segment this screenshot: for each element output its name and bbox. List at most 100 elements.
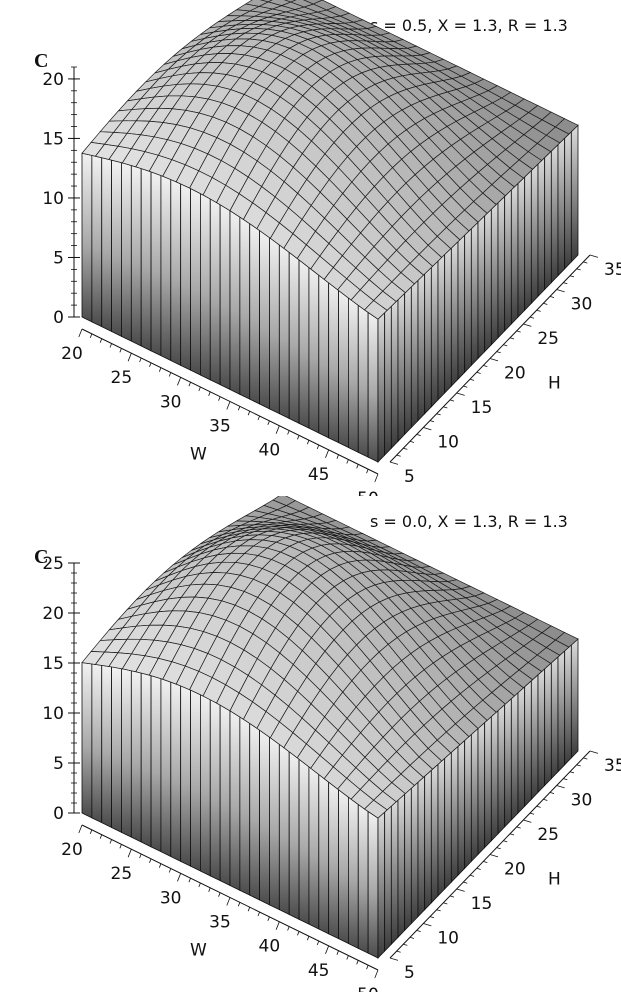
surface-plot-bottom-svg: 0 5 10 15 20 25 20 25 30 35 40 45 50 W 5 10 15 20 25 30 35 H xyxy=(42,496,621,992)
side-strip xyxy=(111,159,122,337)
z-tick-label: 5 xyxy=(53,248,64,268)
h-tick-mark xyxy=(556,785,565,789)
side-strip xyxy=(318,773,330,935)
h-tick-label: 10 xyxy=(437,929,459,949)
w-tick-mark xyxy=(257,415,260,421)
h-tick-mark xyxy=(583,261,588,264)
surface-patch xyxy=(363,799,388,819)
z-tick-label: 10 xyxy=(42,189,64,209)
w-tick-mark xyxy=(99,834,103,839)
side-strip xyxy=(404,285,412,436)
h-tick-mark xyxy=(456,392,465,396)
side-strip xyxy=(424,266,432,415)
side-strip xyxy=(564,644,572,766)
side-strip xyxy=(91,663,103,824)
w-tick-label: 45 xyxy=(308,465,330,485)
h-tick-mark xyxy=(523,323,532,327)
side-strip xyxy=(180,685,191,867)
h-tick-mark xyxy=(449,399,455,402)
h-tick-mark xyxy=(503,840,508,843)
h-tick-mark xyxy=(456,888,465,892)
w-tick-mark xyxy=(168,868,172,873)
w-tick-mark xyxy=(297,435,300,440)
side-strip xyxy=(497,703,506,835)
side-strip xyxy=(81,152,93,323)
w-tick-mark xyxy=(346,955,349,960)
w-tick-mark xyxy=(139,357,142,363)
side-strip xyxy=(239,216,251,400)
side-strip xyxy=(357,304,369,458)
h-tick-mark xyxy=(469,874,475,877)
h-tick-mark xyxy=(409,440,415,443)
h-tick-label: 25 xyxy=(537,329,559,349)
h-tick-mark xyxy=(403,447,408,450)
w-tick-mark xyxy=(78,824,83,834)
w-tick-mark xyxy=(149,362,152,367)
side-strip xyxy=(530,673,539,801)
w-tick-label: 25 xyxy=(111,864,133,884)
h-tick-mark xyxy=(523,819,532,823)
side-strip xyxy=(101,157,112,333)
side-strip xyxy=(510,182,519,325)
w-tick-mark xyxy=(247,411,251,416)
w-tick-label: 45 xyxy=(308,961,330,981)
side-strip xyxy=(328,282,339,444)
side-strip xyxy=(470,221,479,367)
h-tick-mark xyxy=(516,826,521,829)
surface-plot-top: s = 0.5, X = 1.3, R = 1.3 C 0 5 10 15 20 20 25… xyxy=(34,0,621,496)
w-tick-mark xyxy=(346,459,349,464)
h-tick-mark xyxy=(403,943,408,946)
w-tick-mark xyxy=(275,425,280,434)
side-strip xyxy=(229,710,241,891)
z-tick-label: 20 xyxy=(42,604,64,624)
z-tick-label: 0 xyxy=(53,308,64,328)
h-tick-mark xyxy=(389,461,399,465)
side-strip xyxy=(278,743,290,916)
side-strip xyxy=(477,721,486,856)
side-strip xyxy=(437,253,446,401)
w-tick-mark xyxy=(158,863,162,868)
side-strip xyxy=(564,130,572,270)
h-axis-title: H xyxy=(548,870,561,890)
w-tick-mark xyxy=(306,440,310,445)
h-tick-label: 20 xyxy=(504,860,526,880)
w-tick-label: 25 xyxy=(111,368,133,388)
side-strip xyxy=(209,198,221,386)
w-tick-mark xyxy=(374,969,379,979)
side-strip xyxy=(121,162,132,342)
h-tick-mark xyxy=(563,778,568,781)
w-tick-mark xyxy=(316,940,320,946)
side-strip xyxy=(367,311,379,463)
w-tick-mark xyxy=(198,882,201,888)
h-tick-label: 30 xyxy=(571,295,593,315)
h-tick-mark xyxy=(549,296,555,298)
h-tick-label: 35 xyxy=(604,756,621,776)
h-tick-mark xyxy=(489,358,499,362)
w-tick-mark xyxy=(208,887,211,892)
side-strip xyxy=(219,203,231,391)
w-tick-mark xyxy=(356,464,359,469)
side-strip xyxy=(437,757,446,897)
side-strip xyxy=(298,758,310,925)
h-tick-mark xyxy=(476,867,481,870)
h-tick-mark xyxy=(483,861,488,863)
side-strip xyxy=(444,247,452,394)
h-tick-mark xyxy=(509,833,515,836)
h-tick-label: 25 xyxy=(537,825,559,845)
side-strip xyxy=(259,729,270,906)
side-strip xyxy=(111,666,122,833)
z-tick-label: 25 xyxy=(42,554,64,574)
h-tick-mark xyxy=(549,792,555,794)
side-strip xyxy=(457,739,466,877)
side-strip xyxy=(347,297,359,453)
side-strip xyxy=(288,251,300,424)
w-tick-label: 20 xyxy=(61,840,83,860)
side-strip xyxy=(517,176,526,319)
w-tick-mark xyxy=(99,338,103,343)
w-tick-mark xyxy=(198,386,201,392)
w-tick-mark xyxy=(356,960,359,965)
w-tick-mark xyxy=(188,878,191,883)
w-tick-mark xyxy=(366,965,369,970)
w-tick-mark xyxy=(267,916,270,921)
h-tick-label: 30 xyxy=(571,791,593,811)
